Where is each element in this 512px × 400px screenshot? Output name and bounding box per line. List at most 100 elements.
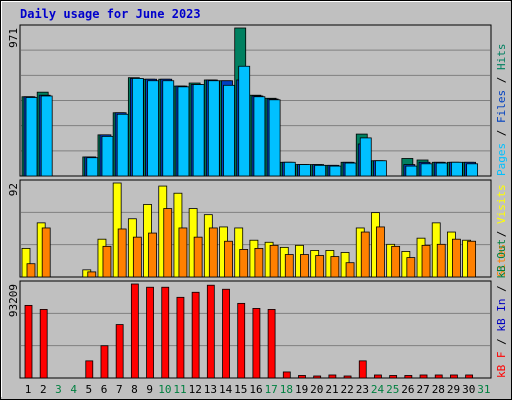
visitors-bar-sites — [102, 245, 112, 278]
traffic-ymax-label: 93209 — [7, 284, 20, 317]
visitors-bar-sites — [178, 227, 188, 278]
visitors-bar-sites — [269, 244, 279, 278]
legend-entry: Hits — [495, 44, 508, 71]
requests-bar-pages — [329, 165, 342, 177]
legend-entry: Sites — [495, 244, 508, 277]
visitors-bar-sites — [376, 226, 385, 278]
requests-bar-pages — [375, 160, 387, 177]
visitors-bar-sites — [132, 236, 142, 278]
x-tick-label: 14 — [219, 383, 233, 396]
traffic-bar-kb-f — [24, 304, 33, 379]
visitors-bar-sites — [254, 247, 264, 278]
x-tick-label: 26 — [401, 383, 414, 396]
visitors-bar-sites — [436, 243, 446, 278]
traffic-bar-kb-f — [404, 375, 413, 379]
traffic-bar-kb-f — [465, 374, 474, 379]
frame-highlight-left — [1, 1, 2, 397]
x-tick-label: 16 — [249, 383, 262, 396]
legend-entry: Files — [495, 90, 508, 123]
x-tick-label: 22 — [341, 383, 354, 396]
x-tick-label: 8 — [131, 383, 138, 396]
traffic-bar-kb-f — [328, 374, 337, 379]
requests-bar-pages — [192, 84, 205, 177]
traffic-bar-kb-f — [146, 286, 154, 379]
x-tick-label: 25 — [386, 383, 399, 396]
requests-bar-pages — [147, 80, 159, 177]
traffic-bar-kb-f — [206, 284, 215, 379]
visitors-bar-sites — [300, 254, 309, 278]
traffic-bar-kb-f — [39, 309, 48, 379]
visitors-bar-visits — [21, 247, 31, 278]
traffic-bar-kb-f — [115, 324, 124, 379]
x-tick-label: 5 — [86, 383, 93, 396]
x-tick-label: 23 — [356, 383, 369, 396]
requests-ymax-label: 971 — [7, 28, 20, 48]
requests-bar-pages — [451, 161, 463, 177]
visitors-bar-sites — [26, 263, 36, 278]
legend-entry: Pages — [495, 143, 508, 176]
legend-entry: / — [495, 279, 508, 299]
visitors-bar-sites — [452, 238, 461, 278]
visitors-bar-sites — [87, 271, 97, 278]
visitors-bar-sites — [41, 227, 51, 278]
requests-panel: 971 Pages / Files / Hits — [7, 24, 508, 177]
visitors-bar-sites — [193, 236, 203, 278]
traffic-legend: kB F / kB In / kB Out — [495, 239, 508, 378]
legend-entry: / — [495, 332, 508, 352]
requests-legend: Pages / Files / Hits — [495, 44, 508, 177]
traffic-bar-kb-f — [176, 296, 185, 379]
legend-entry: kB F — [495, 352, 508, 379]
requests-bar-pages — [405, 165, 418, 177]
traffic-bar-kb-f — [267, 309, 276, 379]
requests-bar-pages — [207, 80, 220, 177]
traffic-bar-kb-f — [282, 371, 291, 379]
x-tick-label: 19 — [295, 383, 308, 396]
requests-bar-pages — [162, 80, 175, 177]
traffic-bar-kb-f — [100, 345, 109, 379]
traffic-bar-kb-f — [450, 374, 458, 379]
visitors-ymax-label: 92 — [7, 183, 20, 196]
traffic-bar-kb-f — [343, 375, 352, 379]
x-tick-label: 17 — [265, 383, 278, 396]
x-tick-label: 2 — [40, 383, 47, 396]
requests-bar-pages — [40, 95, 53, 177]
traffic-bar-kb-f — [161, 286, 170, 379]
legend-entry: / — [495, 224, 508, 244]
x-tick-label: 7 — [116, 383, 123, 396]
legend-entry: / — [495, 123, 508, 143]
requests-bar-pages — [116, 113, 129, 177]
x-tick-label: 12 — [189, 383, 202, 396]
visitors-bar-sites — [421, 244, 431, 278]
traffic-bar-kb-f — [374, 374, 382, 379]
traffic-bar-kb-f — [419, 374, 428, 379]
traffic-bar-kb-f — [358, 360, 367, 379]
visitors-bar-sites — [360, 231, 370, 278]
requests-bar-pages — [253, 96, 266, 177]
visitors-bar-sites — [330, 256, 340, 278]
traffic-bar-kb-f — [298, 375, 306, 379]
requests-bar-pages — [268, 99, 281, 177]
x-tick-label: 29 — [447, 383, 460, 396]
x-tick-label: 11 — [173, 383, 186, 396]
x-tick-label: 31 — [477, 383, 490, 396]
traffic-bar-kb-f — [222, 288, 230, 379]
requests-bar-pages — [314, 164, 327, 177]
requests-bar-pages — [101, 135, 114, 177]
visitors-bar-sites — [315, 255, 325, 278]
traffic-bar-kb-f — [252, 308, 261, 379]
traffic-bar-kb-f — [85, 360, 94, 379]
x-tick-label: 13 — [204, 383, 217, 396]
traffic-bar-kb-f — [191, 291, 200, 379]
legend-entry: kB In — [495, 299, 508, 332]
requests-bar-pages — [223, 84, 235, 177]
legend-entry: / — [495, 70, 508, 90]
traffic-panel: 93209 kB F / kB In / kB Out — [7, 239, 508, 379]
visitors-bar-sites — [148, 232, 157, 278]
requests-bar-pages — [299, 164, 311, 177]
requests-bar-pages — [435, 162, 448, 177]
visitors-legend: Sites / Visits — [495, 184, 508, 277]
requests-bar-pages — [25, 97, 38, 177]
requests-bar-pages — [283, 161, 296, 177]
x-tick-label: 24 — [371, 383, 385, 396]
chart-title: Daily usage for June 2023 — [20, 7, 201, 21]
